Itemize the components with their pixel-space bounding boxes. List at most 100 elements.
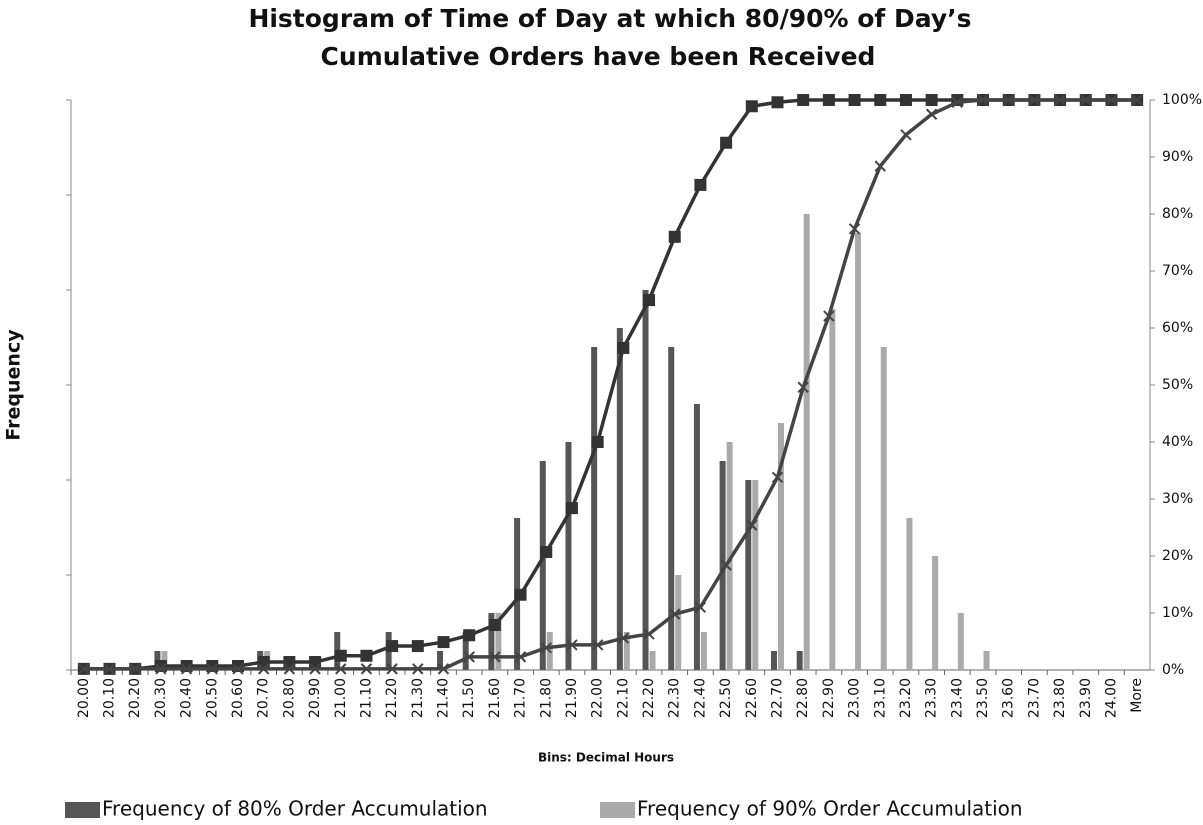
x-tick-label: 21.10 xyxy=(358,678,374,718)
x-tick-label: 23.80 xyxy=(1052,678,1068,718)
x-tick-label: 20.70 xyxy=(256,678,272,718)
marker xyxy=(900,129,912,141)
marker xyxy=(206,663,219,675)
marker xyxy=(360,663,373,675)
marker xyxy=(822,94,835,106)
y2-tick-label: 70% xyxy=(1162,263,1193,279)
marker xyxy=(1002,94,1015,106)
x-tick-label: 23.50 xyxy=(975,678,991,718)
x-tick-label: 23.90 xyxy=(1078,678,1094,718)
marker xyxy=(745,100,758,113)
marker xyxy=(797,381,809,393)
marker xyxy=(360,649,373,662)
bar xyxy=(700,632,707,670)
x-tick-label: 21.90 xyxy=(564,678,580,718)
x-tick-label: 21.30 xyxy=(410,678,426,718)
bar xyxy=(906,518,913,670)
bar xyxy=(437,651,444,670)
bar xyxy=(752,480,759,670)
marker xyxy=(925,94,938,106)
x-tick-label: 23.00 xyxy=(847,678,863,718)
marker xyxy=(514,588,527,601)
x-tick-label: 21.60 xyxy=(487,678,503,718)
marker xyxy=(257,663,270,675)
marker xyxy=(488,618,501,631)
chart-title: Cumulative Orders have been Received xyxy=(321,42,876,71)
marker xyxy=(283,656,296,669)
x-axis-label: Bins: Decimal Hours xyxy=(538,751,674,765)
x-tick-label: 22.90 xyxy=(821,678,837,718)
bar xyxy=(591,347,598,670)
marker xyxy=(797,94,810,106)
x-tick-label: 22.50 xyxy=(718,678,734,718)
marker xyxy=(823,310,835,322)
y2-tick-label: 80% xyxy=(1162,206,1193,222)
x-tick-label: 21.20 xyxy=(384,678,400,718)
bar xyxy=(642,290,649,670)
marker xyxy=(1054,94,1066,106)
bar xyxy=(488,613,495,670)
y2-tick-label: 100% xyxy=(1162,92,1202,108)
chart-title: Histogram of Time of Day at which 80/90%… xyxy=(248,4,971,33)
line xyxy=(83,98,1138,671)
bar xyxy=(803,214,810,670)
bar xyxy=(693,404,700,670)
x-tick-label: 22.10 xyxy=(615,678,631,718)
bar xyxy=(796,651,803,670)
marker xyxy=(591,639,604,651)
bar xyxy=(668,347,675,670)
bar xyxy=(957,613,964,670)
marker xyxy=(232,663,244,675)
line xyxy=(83,98,1138,671)
bar xyxy=(932,556,939,670)
bar xyxy=(855,233,862,670)
marker xyxy=(617,632,630,644)
bar xyxy=(880,347,887,670)
marker xyxy=(411,640,424,653)
marker xyxy=(565,502,578,515)
marker xyxy=(668,230,681,243)
marker xyxy=(977,94,989,106)
marker xyxy=(334,649,347,662)
bar xyxy=(726,442,733,670)
y2-tick-label: 50% xyxy=(1162,377,1193,393)
x-tick-label: 22.80 xyxy=(795,678,811,718)
marker xyxy=(591,436,604,448)
x-tick-label: 21.00 xyxy=(333,678,349,718)
marker xyxy=(951,96,964,108)
y2-tick-label: 40% xyxy=(1162,434,1193,450)
x-tick-label: 20.40 xyxy=(179,678,195,718)
x-tick-label: 21.70 xyxy=(513,678,529,718)
marker xyxy=(103,663,116,675)
legend-swatch xyxy=(65,802,100,818)
marker xyxy=(386,663,398,675)
x-tick-label: 22.20 xyxy=(641,678,657,718)
marker xyxy=(412,663,424,675)
bar xyxy=(829,309,836,670)
x-tick-label: 23.60 xyxy=(1001,678,1017,718)
marker xyxy=(283,663,296,675)
x-tick-label: 24.00 xyxy=(1103,678,1119,718)
x-tick-label: 22.70 xyxy=(769,678,785,718)
marker xyxy=(848,94,861,106)
marker xyxy=(720,136,733,149)
marker xyxy=(643,628,655,640)
marker xyxy=(309,663,321,675)
marker xyxy=(899,94,912,106)
marker xyxy=(643,294,656,307)
marker xyxy=(746,519,758,531)
marker xyxy=(771,471,784,484)
bar xyxy=(623,632,630,670)
x-tick-label: 22.30 xyxy=(667,678,683,718)
marker xyxy=(129,663,141,675)
bar xyxy=(649,651,656,670)
legend-swatch xyxy=(600,802,635,818)
marker xyxy=(848,223,861,235)
x-tick-label: 21.80 xyxy=(538,678,554,718)
marker xyxy=(1105,94,1118,106)
x-tick-label: 23.20 xyxy=(898,678,914,718)
marker xyxy=(694,178,707,191)
marker xyxy=(694,601,707,614)
bar xyxy=(565,442,572,670)
